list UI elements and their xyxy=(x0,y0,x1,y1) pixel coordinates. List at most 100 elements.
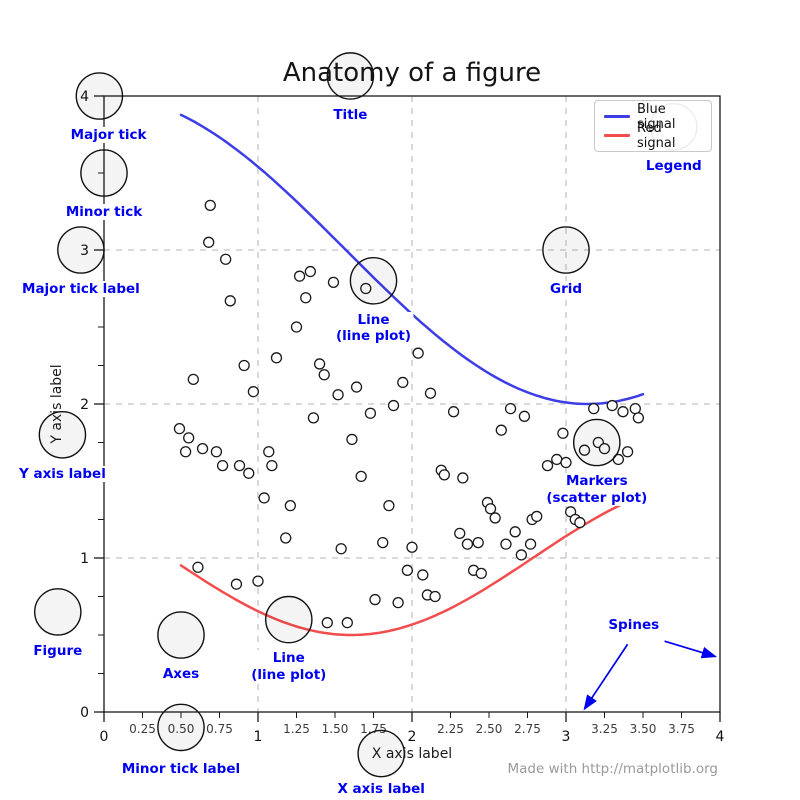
spines-annotation-label: Spines xyxy=(606,616,662,633)
scatter-point xyxy=(327,276,340,288)
scatter-point xyxy=(263,446,275,458)
annotation-label-figure: Figure xyxy=(31,642,85,660)
annotation-circle-minor-tick-label xyxy=(157,703,205,752)
scatter-point xyxy=(551,453,563,466)
scatter-point xyxy=(632,412,645,424)
scatter-point xyxy=(454,527,466,540)
y-major-tick-label: 1 xyxy=(80,551,89,567)
scatter-point xyxy=(475,567,487,580)
scatter-point xyxy=(504,402,517,415)
annotation-label-minor-tick: Minor tick xyxy=(63,203,145,221)
scatter-point xyxy=(401,564,414,576)
annotation-circle-markers xyxy=(573,418,621,467)
y-major-tick-label: 0 xyxy=(80,705,89,721)
x-minor-tick-label: 3.75 xyxy=(668,722,695,736)
annotation-circle-major-tick-label xyxy=(57,226,105,274)
scatter-point xyxy=(203,236,215,248)
spines-arrow xyxy=(583,643,629,711)
annotation-label-major-tick: Major tick xyxy=(68,126,149,144)
scatter-point xyxy=(412,347,424,359)
annotation-circle-figure xyxy=(33,588,82,636)
y-major-tick-label: 2 xyxy=(80,397,89,413)
scatter-point xyxy=(447,406,460,418)
annotation-circle-minor-tick xyxy=(80,149,128,197)
spines-arrow xyxy=(664,640,718,659)
annotation-circle-line-blue xyxy=(349,256,398,305)
scatter-point xyxy=(290,321,303,333)
scatter-point xyxy=(346,433,358,446)
x-major-tick-label: 0 xyxy=(100,729,109,745)
scatter-point xyxy=(247,386,260,398)
annotation-label-line-blue: Line (line plot) xyxy=(333,311,414,345)
annotation-label-grid: Grid xyxy=(547,280,585,298)
x-minor-tick-label: 0.25 xyxy=(129,722,156,736)
annotation-label-line-red: Line (line plot) xyxy=(249,650,329,684)
x-major-tick-label: 2 xyxy=(408,729,417,745)
scatter-point xyxy=(192,561,204,573)
scatter-point xyxy=(617,406,629,418)
legend-item-red: Red signal xyxy=(604,121,702,151)
x-minor-tick-label: 0.75 xyxy=(206,722,233,736)
scatter-point xyxy=(621,446,634,458)
red-line-swatch xyxy=(604,134,630,137)
scatter-point xyxy=(457,472,469,484)
scatter-point xyxy=(598,443,611,455)
annotation-circle-major-tick xyxy=(75,72,124,120)
scatter-point xyxy=(369,593,381,606)
scatter-point xyxy=(574,516,586,529)
scatter-point xyxy=(224,295,236,307)
chart-title: Anatomy of a figure xyxy=(282,58,542,88)
scatter-point xyxy=(461,538,474,550)
scatter-point xyxy=(417,569,429,581)
annotation-label-markers: Markers (scatter plot) xyxy=(544,473,650,507)
scatter-point xyxy=(377,536,389,549)
x-axis-label: X axis label xyxy=(371,746,453,762)
scatter-point xyxy=(204,199,216,211)
scatter-point xyxy=(424,387,437,399)
annotation-label-minor-tick-label: Minor tick label xyxy=(119,761,243,778)
scatter-point xyxy=(252,575,264,587)
annotation-circle-y-axis-label xyxy=(38,410,87,459)
scatter-point xyxy=(472,536,484,549)
scatter-point xyxy=(518,410,531,422)
x-major-tick-label: 4 xyxy=(716,729,725,745)
scatter-point xyxy=(210,446,223,458)
scatter-point xyxy=(173,422,186,435)
scatter-point xyxy=(515,549,527,561)
scatter-point xyxy=(179,446,192,458)
y-axis-label: Y axis label xyxy=(49,364,65,444)
scatter-point xyxy=(557,427,569,439)
scatter-point xyxy=(500,538,512,550)
scatter-point xyxy=(541,459,554,472)
annotation-label-x-axis-label: X axis label xyxy=(335,781,427,798)
scatter-point xyxy=(230,578,243,590)
scatter-point xyxy=(321,617,333,629)
legend-label: Red signal xyxy=(637,120,676,151)
x-minor-tick-label: 3.50 xyxy=(630,722,657,736)
y-major-tick-label: 4 xyxy=(80,89,89,105)
scatter-point xyxy=(183,432,195,444)
x-major-tick-label: 3 xyxy=(562,729,571,745)
scatter-point xyxy=(335,543,347,555)
scatter-point xyxy=(332,389,344,401)
x-major-tick-label: 1 xyxy=(254,729,263,745)
scatter-point xyxy=(484,503,497,515)
scatter-point xyxy=(629,402,641,415)
scatter-point xyxy=(495,424,507,436)
legend: Blue signal Red signal xyxy=(594,100,712,152)
annotation-circle-title xyxy=(326,52,375,100)
scatter-point xyxy=(266,459,278,472)
scatter-point xyxy=(560,456,572,469)
scatter-point xyxy=(258,492,270,504)
x-minor-tick-label: 1.75 xyxy=(360,722,387,736)
watermark: Made with http://matplotlib.org xyxy=(507,761,718,777)
y-major-tick-label: 3 xyxy=(80,243,89,259)
scatter-point xyxy=(238,359,250,372)
scatter-point xyxy=(406,541,418,553)
scatter-point xyxy=(397,376,409,389)
annotation-label-major-tick-label: Major tick label xyxy=(20,280,142,298)
scatter-point xyxy=(606,399,618,412)
line-red-signal xyxy=(179,493,645,637)
annotation-circle-axes xyxy=(157,611,205,659)
